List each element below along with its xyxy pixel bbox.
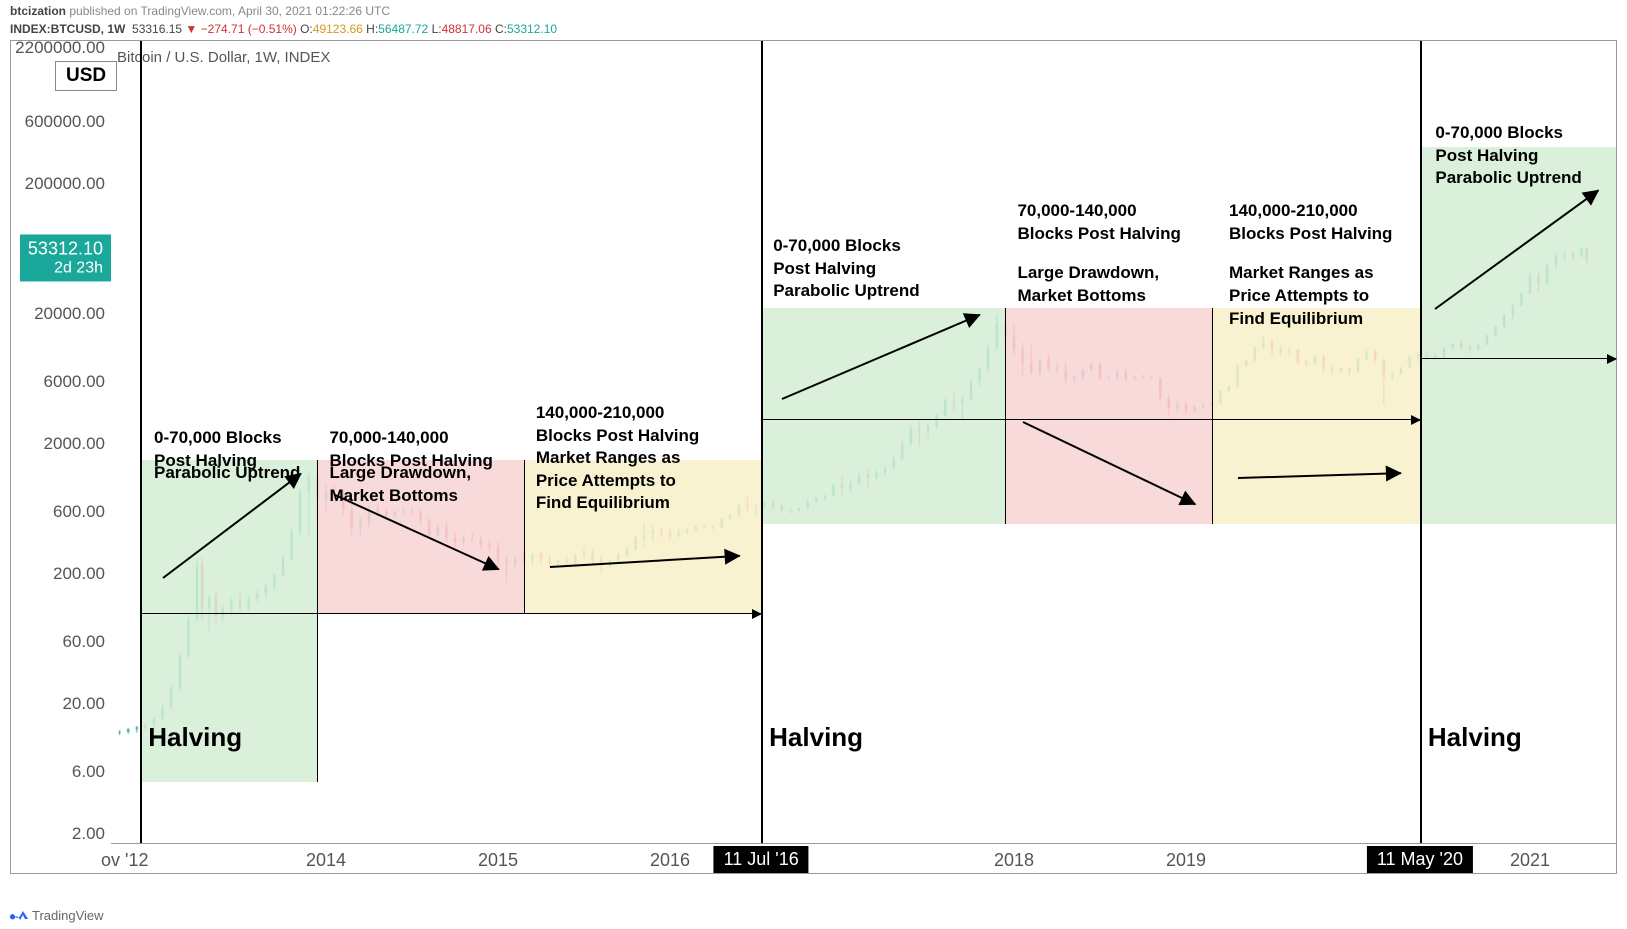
x-tick: 2018 xyxy=(994,850,1034,871)
annotation: Parabolic Uptrend xyxy=(1435,167,1581,190)
annotation: Large Drawdown,Market Bottoms xyxy=(1017,262,1159,308)
y-tick: 600000.00 xyxy=(25,112,105,132)
baseline xyxy=(761,419,1420,420)
y-tick: 2000.00 xyxy=(44,434,105,454)
open: 49123.66 xyxy=(313,22,363,36)
halving-label: Halving xyxy=(148,722,242,753)
pct: (−0.51%) xyxy=(248,22,297,36)
halving-line xyxy=(140,41,142,843)
x-tick: 2016 xyxy=(650,850,690,871)
low: 48817.06 xyxy=(442,22,492,36)
y-tick: 6.00 xyxy=(72,762,105,782)
footer: TradingView xyxy=(10,908,104,923)
x-tick: 2014 xyxy=(306,850,346,871)
x-date-box: 11 May '20 xyxy=(1367,846,1473,873)
last: 53316.15 xyxy=(132,22,182,36)
halving-line xyxy=(1420,41,1422,843)
annotation: 140,000-210,000Blocks Post Halving xyxy=(1229,200,1392,246)
x-tick: 2019 xyxy=(1166,850,1206,871)
price-value: 53312.10 xyxy=(28,239,103,260)
site: TradingView.com xyxy=(141,4,232,18)
x-tick: ov '12 xyxy=(101,850,148,871)
phase-region xyxy=(1420,147,1616,524)
x-date-box: 11 Jul '16 xyxy=(714,846,809,873)
y-tick: 6000.00 xyxy=(44,372,105,392)
x-tick: 2015 xyxy=(478,850,518,871)
x-tick: 2021 xyxy=(1510,850,1550,871)
annotation: 0-70,000 BlocksPost Halving xyxy=(773,235,901,281)
y-tick: 20.00 xyxy=(62,694,105,714)
annotation: 70,000-140,000Blocks Post Halving xyxy=(1017,200,1180,246)
arrow-icon: ▼ xyxy=(185,22,197,36)
currency-box: USD xyxy=(55,61,117,91)
price-tag: 53312.10 2d 23h xyxy=(20,235,111,282)
phase-region xyxy=(761,308,1005,524)
phase-divider xyxy=(1005,308,1006,524)
chart-area[interactable]: USD 2200000.00 600000.00 200000.00 20000.00… xyxy=(10,40,1617,874)
y-tick: 200000.00 xyxy=(25,174,105,194)
y-axis: USD 2200000.00600000.00200000.0020000.00… xyxy=(11,41,111,843)
y-tick: 200.00 xyxy=(53,564,105,584)
annotation: Parabolic Uptrend xyxy=(154,462,300,485)
annotation: Parabolic Uptrend xyxy=(773,280,919,303)
halving-line xyxy=(761,41,763,843)
close: 53312.10 xyxy=(507,22,557,36)
phase-divider xyxy=(1212,308,1213,524)
y-tick: 20000.00 xyxy=(34,304,105,324)
timestamp: April 30, 2021 01:22:26 UTC xyxy=(238,4,390,18)
phase-divider xyxy=(317,460,318,782)
y-tick: 60.00 xyxy=(62,632,105,652)
baseline xyxy=(140,613,761,614)
y-tick: 2.00 xyxy=(72,824,105,844)
symbol: INDEX:BTCUSD, 1W xyxy=(10,22,125,36)
chart-plot[interactable]: Bitcoin / U.S. Dollar, 1W, INDEX Halving… xyxy=(111,41,1616,843)
tradingview-icon xyxy=(10,909,28,923)
annotation: Market Ranges asPrice Attempts toFind Eq… xyxy=(1229,262,1374,331)
phase-divider xyxy=(524,460,525,613)
halving-label: Halving xyxy=(769,722,863,753)
annotation: Market Ranges asPrice Attempts toFind Eq… xyxy=(536,447,681,516)
change: −274.71 xyxy=(201,22,245,36)
price-countdown: 2d 23h xyxy=(28,259,103,277)
annotation: 0-70,000 BlocksPost Halving xyxy=(1435,122,1563,168)
y-tick: 2200000.00 xyxy=(15,38,105,58)
footer-text: TradingView xyxy=(32,908,104,923)
phase-region xyxy=(1005,308,1211,524)
header-line: btcization published on TradingView.com,… xyxy=(10,4,390,18)
phase-region xyxy=(1212,308,1420,524)
high: 56487.72 xyxy=(378,22,428,36)
x-axis: ov '1220142015201620182019202111 Jul '16… xyxy=(111,843,1616,873)
halving-label: Halving xyxy=(1428,722,1522,753)
ticker-line: INDEX:BTCUSD, 1W 53316.15 ▼ −274.71 (−0.… xyxy=(10,22,557,36)
baseline xyxy=(1420,358,1616,359)
author: btcization xyxy=(10,4,66,18)
pub-text: published on xyxy=(69,4,140,18)
annotation: 140,000-210,000Blocks Post Halving xyxy=(536,402,699,448)
y-tick: 600.00 xyxy=(53,502,105,522)
